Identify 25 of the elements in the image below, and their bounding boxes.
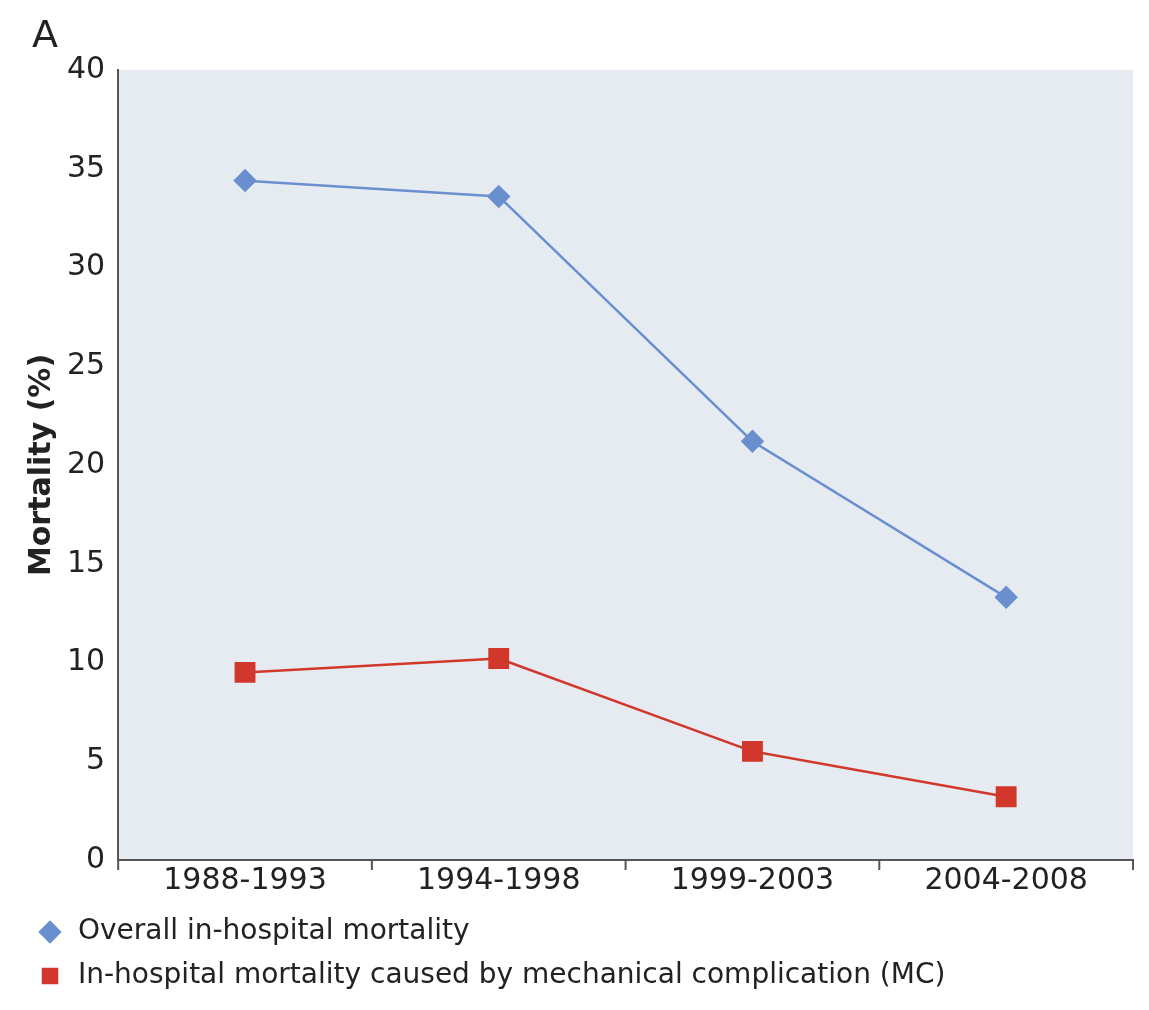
y-tick-label: 20 (66, 444, 106, 480)
point (234, 661, 256, 683)
point (488, 648, 510, 669)
y-tick-label: 10 (66, 642, 106, 678)
y-tick-label: 30 (66, 247, 106, 283)
y-axis-title: Mortality (%) (21, 353, 57, 577)
point (742, 740, 763, 762)
point (995, 786, 1017, 808)
point (487, 185, 510, 208)
point (741, 430, 764, 453)
y-tick-label: 0 (86, 839, 106, 875)
x-tick-label: 1999-2003 (670, 860, 835, 896)
y-tick-label: 15 (66, 543, 106, 579)
y-tick-label: 25 (66, 346, 106, 382)
x-tick-label: 1994-1998 (416, 860, 581, 896)
point (994, 586, 1018, 609)
text: A (32, 11, 58, 56)
y-tick-label: 35 (66, 148, 106, 184)
legend-label: In-hospital mortality caused by mechanical complication (MC) (78, 957, 946, 991)
y-tick-label: 5 (86, 741, 106, 777)
x-tick-label: 2004-2008 (924, 860, 1088, 896)
legend-label: Overall in-hospital mortality (78, 913, 470, 947)
point (233, 169, 257, 192)
y-tick-label: 40 (66, 49, 106, 85)
x-tick-label: 1988-1993 (163, 860, 327, 896)
